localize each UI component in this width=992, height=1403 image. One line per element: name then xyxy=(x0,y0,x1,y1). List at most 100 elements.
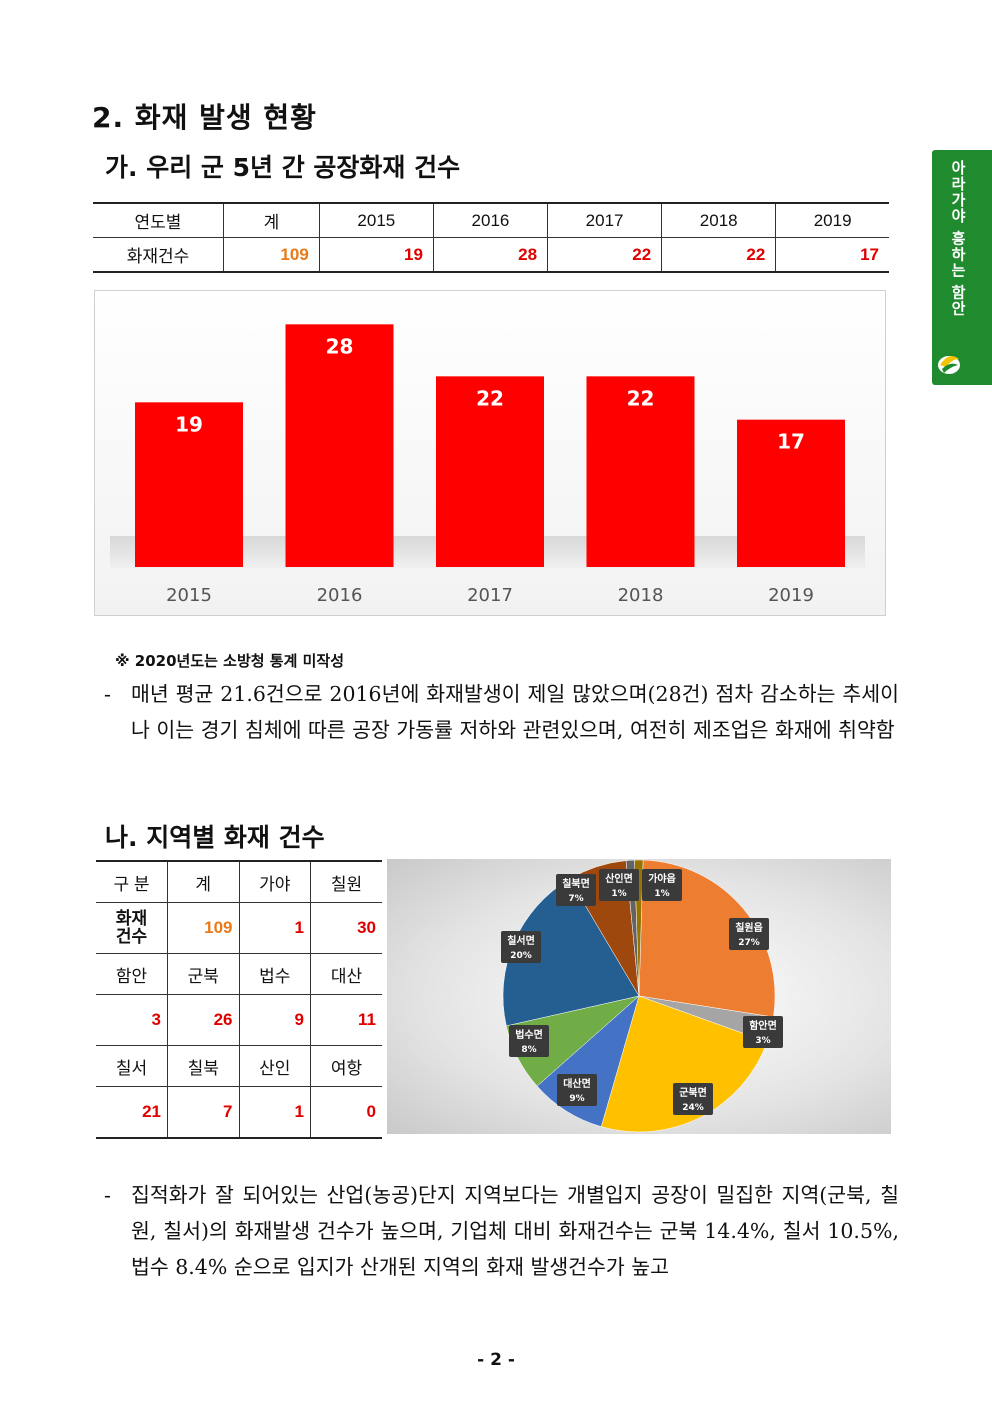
table-cell: 0 xyxy=(310,1086,382,1139)
table-row: 화재 건수 109 1 30 xyxy=(96,902,382,954)
pie-slice-label: 칠서면 xyxy=(507,934,535,947)
pie-label-box xyxy=(599,869,639,901)
regional-fire-table: 구 분 계 가야 칠원 화재 건수 109 1 30 함안 군북 법수 대산 3… xyxy=(96,860,382,1139)
pie-chart: 칠원읍 27% 함안면 3% 군북면 24% 대산면 9% 법수면 8% 칠서면 20% 칠북면 7% 산인… xyxy=(501,859,783,1133)
side-tab-text: 아라가야 흥하는 함안 xyxy=(949,160,967,317)
x-tick-label: 2015 xyxy=(166,585,212,606)
table-cell: 2017 xyxy=(547,202,663,238)
bar xyxy=(737,419,845,567)
pie-slice-value: 24% xyxy=(682,1103,704,1113)
table-row: 화재건수 109 19 28 22 22 17 xyxy=(93,237,889,273)
table-cell: 함안 xyxy=(96,953,168,995)
table-cell: 11 xyxy=(310,994,382,1046)
x-tick-label: 2019 xyxy=(768,585,814,606)
table-cell: 칠원 xyxy=(310,860,382,903)
paragraph-text: 매년 평균 21.6건으로 2016년에 화재발생이 제일 많았으며(28건) … xyxy=(131,682,899,742)
pie-label-box xyxy=(557,1074,597,1106)
pie-label-box xyxy=(509,1025,549,1057)
pie-label-box xyxy=(743,1016,783,1048)
bar xyxy=(586,376,695,567)
table-row-label: 화재건수 xyxy=(93,237,224,273)
table-cell: 22 xyxy=(661,237,777,273)
table-cell: 9 xyxy=(238,994,311,1046)
table-cell: 3 xyxy=(96,994,168,1046)
x-tick-label: 2017 xyxy=(467,585,513,606)
pie-slice-value: 9% xyxy=(569,1094,584,1104)
table-row: 함안 군북 법수 대산 xyxy=(96,953,382,995)
bar xyxy=(285,324,394,567)
pie-chart-frame: 칠원읍 27% 함안면 3% 군북면 24% 대산면 9% 법수면 8% 칠서면 20% 칠북면 7% 산인… xyxy=(387,859,891,1134)
table-cell: 28 xyxy=(432,237,549,273)
table-cell: 17 xyxy=(775,237,889,273)
list-dash: - xyxy=(104,1183,111,1207)
pie-label-box xyxy=(642,869,682,901)
table-cell: 7 xyxy=(167,1086,240,1139)
table-cell: 1 xyxy=(238,902,311,954)
table-cell-total: 109 xyxy=(167,902,240,954)
bar-chart: 19 2015 28 2016 22 2017 22 2018 17 2019 xyxy=(110,324,865,606)
table-cell: 연도별 xyxy=(93,202,224,238)
table-cell: 30 xyxy=(310,902,382,954)
bar xyxy=(135,402,243,567)
pie-slice-value: 20% xyxy=(510,951,532,961)
pie-label-box xyxy=(501,931,541,963)
pie-label-box xyxy=(729,918,769,950)
pie-slice-label: 칠원읍 xyxy=(735,921,763,934)
table-cell: 계 xyxy=(167,860,240,903)
yearly-fire-table: 연도별 계 2015 2016 2017 2018 2019 화재건수 109 … xyxy=(93,202,889,273)
table-cell: 1 xyxy=(238,1086,311,1139)
pie-slice-value: 8% xyxy=(521,1045,536,1055)
pie-slice-value: 27% xyxy=(738,938,760,948)
x-tick-label: 2018 xyxy=(618,585,664,606)
bar-chart-frame: 19 2015 28 2016 22 2017 22 2018 17 2019 xyxy=(94,290,886,616)
bar xyxy=(436,376,544,567)
pie-label-box xyxy=(556,874,596,906)
section-heading: 2. 화재 발생 현황 xyxy=(92,101,317,134)
side-tab xyxy=(932,150,992,385)
table-cell: 2019 xyxy=(775,202,889,238)
bar-data-label: 22 xyxy=(476,386,504,410)
table-header-row: 연도별 계 2015 2016 2017 2018 2019 xyxy=(93,202,889,238)
bar-data-label: 17 xyxy=(777,430,805,454)
table-cell: 칠서 xyxy=(96,1045,168,1087)
pie-slice-label: 함안면 xyxy=(749,1019,777,1032)
table-cell: 2016 xyxy=(432,202,549,238)
x-tick-label: 2016 xyxy=(317,585,363,606)
table-cell: 26 xyxy=(167,994,240,1046)
pie-slice-label: 군북면 xyxy=(679,1086,707,1099)
pie-slice-label: 대산면 xyxy=(563,1077,591,1090)
table-cell: 2018 xyxy=(661,202,777,238)
table-cell: 군북 xyxy=(167,953,240,995)
pie-slice-label: 산인면 xyxy=(605,872,633,885)
table-cell: 대산 xyxy=(310,953,382,995)
table-cell: 계 xyxy=(223,202,320,238)
pie-slice-label: 법수면 xyxy=(515,1028,543,1041)
subsection-heading-regional: 나. 지역별 화재 건수 xyxy=(105,823,325,852)
pie-slice-value: 1% xyxy=(654,889,669,899)
pie-slice-label: 가야읍 xyxy=(648,872,676,885)
table-cell: 구 분 xyxy=(96,860,168,903)
pie-slice-value: 1% xyxy=(611,889,626,899)
table-cell: 21 xyxy=(96,1086,168,1139)
table-row: 3 26 9 11 xyxy=(96,994,382,1046)
table-cell: 법수 xyxy=(238,953,311,995)
table-cell: 19 xyxy=(318,237,434,273)
table-cell: 22 xyxy=(547,237,663,273)
table-cell: 가야 xyxy=(238,860,311,903)
bar-data-label: 22 xyxy=(627,386,655,410)
pie-slice-label: 칠북면 xyxy=(562,877,590,890)
table-row: 21 7 1 0 xyxy=(96,1086,382,1139)
table-row: 칠서 칠북 산인 여항 xyxy=(96,1045,382,1087)
bar-data-label: 28 xyxy=(326,334,354,358)
table-cell: 칠북 xyxy=(167,1045,240,1087)
paragraph-text: 집적화가 잘 되어있는 산업(농공)단지 지역보다는 개별입지 공장이 밀집한 … xyxy=(131,1183,899,1279)
pie-label-box xyxy=(673,1083,713,1115)
table-row: 구 분 계 가야 칠원 xyxy=(96,860,382,903)
table-cell-total: 109 xyxy=(223,237,320,273)
pie-slice-value: 3% xyxy=(755,1036,770,1046)
bar-data-label: 19 xyxy=(175,412,203,436)
subsection-heading-yearly: 가. 우리 군 5년 간 공장화재 건수 xyxy=(105,153,461,182)
logo-icon xyxy=(938,356,960,374)
paragraph-yearly-analysis: - 매년 평균 21.6건으로 2016년에 화재발생이 제일 많았으며(28건… xyxy=(104,676,899,748)
pie-slice xyxy=(600,995,768,1133)
